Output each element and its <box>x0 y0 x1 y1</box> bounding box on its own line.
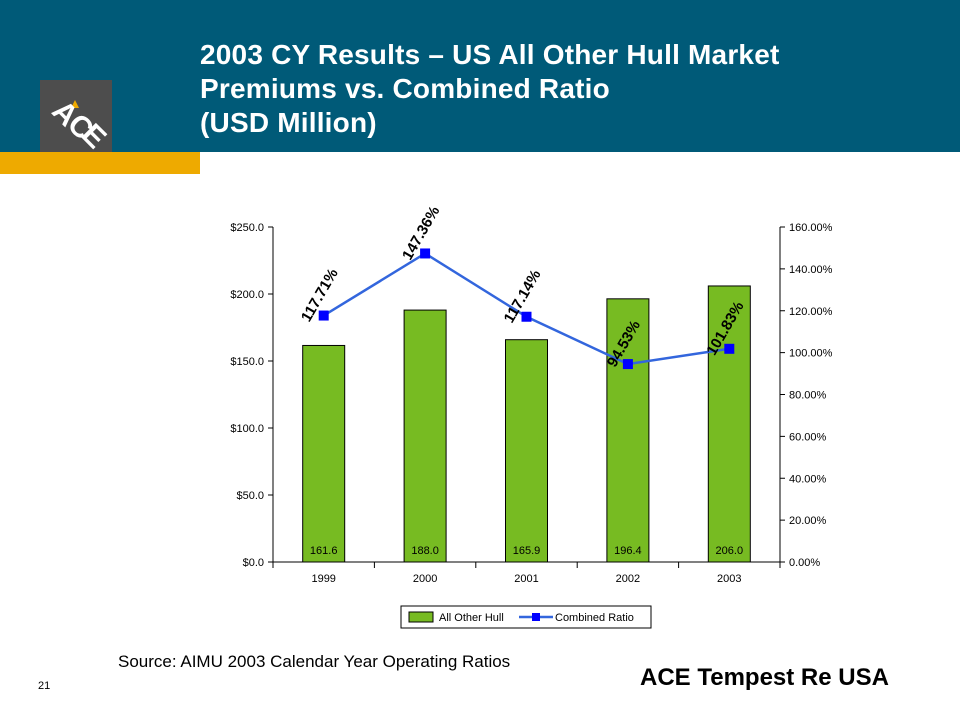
line-point-marker <box>622 359 633 370</box>
right-tick-label: 20.00% <box>789 515 827 527</box>
x-tick-label: 2000 <box>413 573 437 585</box>
header-band <box>0 0 960 152</box>
slide-title-line-1: 2003 CY Results – US All Other Hull Mark… <box>200 39 780 70</box>
source-note: Source: AIMU 2003 Calendar Year Operatin… <box>118 652 511 671</box>
legend-line-marker <box>532 613 540 621</box>
bar-value-label: 206.0 <box>716 545 744 557</box>
left-tick-label: $200.0 <box>230 289 264 301</box>
logo-triangle-icon <box>71 100 79 108</box>
line-point-marker <box>724 343 735 354</box>
x-tick-label: 2003 <box>717 573 741 585</box>
legend-line-label: Combined Ratio <box>555 612 634 624</box>
legend-bar-swatch <box>408 611 434 623</box>
x-tick-label: 2002 <box>616 573 640 585</box>
bar-value-label: 161.6 <box>310 545 338 557</box>
right-tick-label: 60.00% <box>789 431 827 443</box>
right-tick-label: 120.00% <box>789 306 833 318</box>
right-tick-label: 100.00% <box>789 348 833 360</box>
bar-value-label: 188.0 <box>411 545 439 557</box>
page-number: 21 <box>38 680 51 692</box>
right-tick-label: 140.00% <box>789 264 833 276</box>
company-name: ACE Tempest Re USA <box>640 664 889 691</box>
line-point-marker <box>420 248 431 259</box>
left-tick-label: $150.0 <box>230 356 264 368</box>
bar <box>302 344 346 563</box>
slide-title-line-3: (USD Million) <box>200 107 377 138</box>
slide-title-line-2: Premiums vs. Combined Ratio <box>200 73 610 104</box>
right-tick-label: 0.00% <box>789 557 820 569</box>
bar <box>505 339 548 563</box>
line-point-marker <box>318 310 329 321</box>
right-tick-label: 160.00% <box>789 222 833 234</box>
bar-value-label: 196.4 <box>614 545 642 557</box>
right-tick-label: 80.00% <box>789 390 827 402</box>
legend-bar-label: All Other Hull <box>439 612 504 624</box>
ace-logo-mark: A C E <box>45 94 112 155</box>
bar <box>707 285 751 563</box>
bar <box>403 309 447 563</box>
x-tick-label: 2001 <box>514 573 538 585</box>
left-tick-label: $50.0 <box>236 490 264 502</box>
left-tick-label: $100.0 <box>230 423 264 435</box>
bar-value-label: 165.9 <box>513 545 541 557</box>
ace-logo: A C E <box>40 80 112 155</box>
left-tick-label: $0.0 <box>243 557 264 569</box>
left-tick-label: $250.0 <box>230 222 264 234</box>
bar <box>606 298 650 563</box>
x-tick-label: 1999 <box>311 573 335 585</box>
right-tick-label: 40.00% <box>789 473 827 485</box>
line-point-marker <box>521 311 532 322</box>
slide-title: 2003 CY Results – US All Other Hull Mark… <box>200 38 940 140</box>
